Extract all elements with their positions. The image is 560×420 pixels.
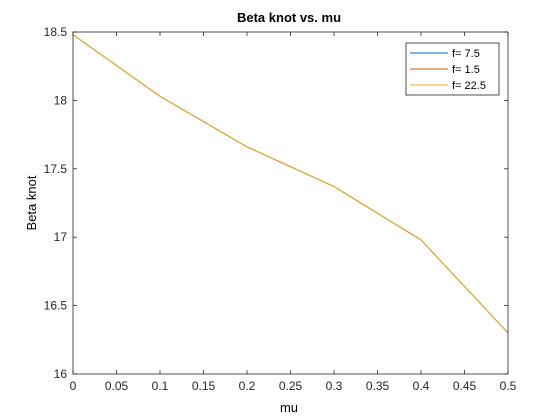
legend-entry-label: f= 7.5 bbox=[452, 48, 480, 60]
x-tick-label: 0 bbox=[70, 379, 77, 393]
y-tick-label: 17 bbox=[54, 230, 68, 244]
x-tick-label: 0.4 bbox=[413, 379, 430, 393]
x-tick-label: 0.5 bbox=[500, 379, 517, 393]
plot-border bbox=[72, 31, 509, 375]
y-tick-label: 16 bbox=[54, 367, 68, 381]
legend-items: f= 7.5 f= 1.5 f= 22.5 bbox=[410, 48, 486, 92]
x-tick-label: 0.1 bbox=[152, 379, 169, 393]
x-tick-label: 0.05 bbox=[105, 379, 129, 393]
chart-title: Beta knot vs. mu bbox=[237, 10, 341, 25]
x-tick-label: 0.45 bbox=[453, 379, 477, 393]
y-axis-ticks: 16 16.5 17 17.5 18 18.5 bbox=[44, 25, 508, 381]
x-axis-label: mu bbox=[280, 400, 298, 415]
x-tick-label: 0.35 bbox=[366, 379, 390, 393]
x-axis-ticks: 0 0.05 0.1 0.15 0.2 0.25 0.3 0.35 0.4 0.45 0.5 bbox=[70, 32, 517, 393]
y-tick-label: 18.5 bbox=[44, 25, 68, 39]
legend: f= 7.5 f= 1.5 f= 22.5 bbox=[405, 42, 500, 96]
x-tick-label: 0.3 bbox=[326, 379, 343, 393]
legend-entry-label: f= 1.5 bbox=[452, 64, 480, 76]
legend-entry-label: f= 22.5 bbox=[452, 80, 486, 92]
x-tick-label: 0.2 bbox=[239, 379, 256, 393]
series-layer bbox=[72, 34, 509, 334]
y-tick-label: 16.5 bbox=[44, 299, 68, 313]
x-tick-label: 0.15 bbox=[192, 379, 216, 393]
y-axis-label: Beta knot bbox=[24, 175, 39, 230]
series-line-3 bbox=[72, 34, 509, 334]
x-tick-label: 0.25 bbox=[279, 379, 303, 393]
y-tick-label: 17.5 bbox=[44, 162, 68, 176]
y-tick-label: 18 bbox=[54, 93, 68, 107]
